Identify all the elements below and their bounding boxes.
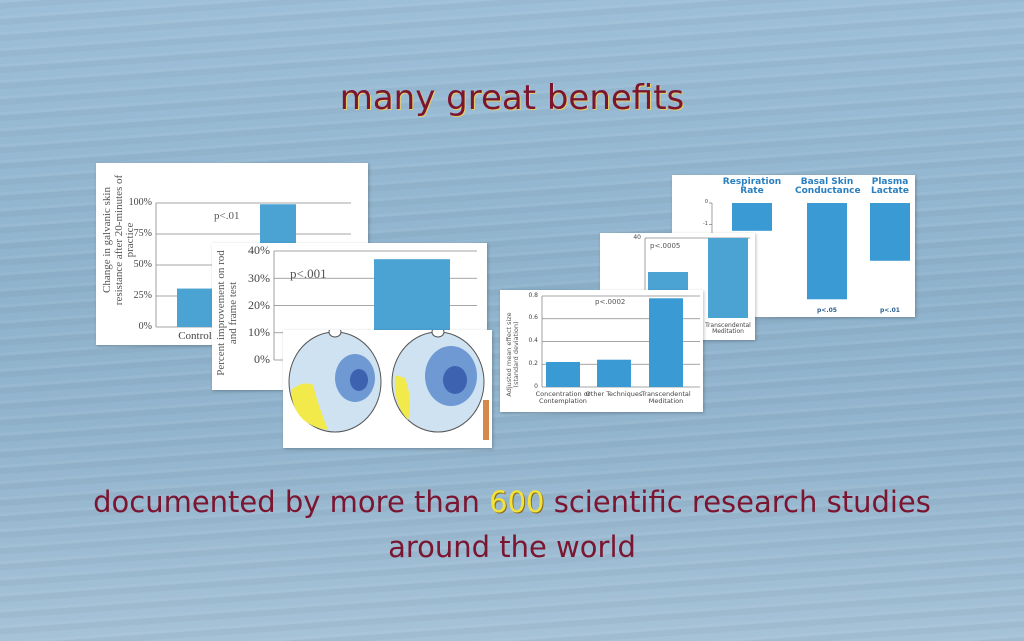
head-map xyxy=(288,330,382,433)
y-axis-label: Change in galvanic skin resistance after… xyxy=(101,174,137,306)
bar xyxy=(870,203,910,261)
bar-label: p<.05 xyxy=(817,307,837,314)
category-label: Control xyxy=(178,330,212,342)
footer-line: documented by more than 600 scientific r… xyxy=(0,485,1024,519)
bar xyxy=(732,203,772,231)
scale-bar xyxy=(483,400,489,440)
bar xyxy=(807,203,847,300)
category-label: Other Techniques xyxy=(585,390,643,398)
y-tick-label: 0% xyxy=(138,320,152,332)
category-label: Concentration or Contemplation xyxy=(535,390,591,405)
y-tick-label: 40% xyxy=(248,243,270,258)
y-tick-label: 25% xyxy=(133,289,152,301)
y-tick-label: 75% xyxy=(133,227,152,239)
category-label: Transcendental Meditation xyxy=(705,322,751,335)
category-label: Basal Skin Conductance xyxy=(795,177,861,196)
significance-note: p<.0002 xyxy=(595,298,626,306)
y-tick-label: 20% xyxy=(248,297,270,312)
footer-text: scientific research studies xyxy=(553,485,931,519)
y-tick-label: 0.4 xyxy=(528,337,538,345)
bar xyxy=(597,359,631,387)
y-tick-label: 0.2 xyxy=(528,359,538,367)
y-tick-label: 0% xyxy=(254,352,270,367)
bar-label: p<.01 xyxy=(880,307,900,314)
category-label: Plasma Lactate xyxy=(871,177,909,196)
y-tick-label: 0.6 xyxy=(528,314,538,322)
y-tick-label: 30% xyxy=(248,270,270,285)
footer-line: around the world xyxy=(388,530,636,564)
y-tick-label: -1 xyxy=(703,220,708,227)
head-map xyxy=(391,330,485,433)
y-tick-label: 50% xyxy=(133,258,152,270)
chart-plot xyxy=(709,202,910,311)
y-tick-label: 10% xyxy=(248,325,270,340)
bar xyxy=(177,288,213,327)
category-label: Transcendental Meditation xyxy=(641,390,691,405)
bar xyxy=(708,238,748,318)
chart-thumbnail: 0.8 0.6 0.4 0.2 0 Concentration or Contemplat… xyxy=(500,290,703,412)
significance-note: p<.001 xyxy=(290,266,327,281)
chart-plot xyxy=(541,295,700,388)
y-tick-label: 40 xyxy=(633,233,641,241)
slide-title: many great benefits xyxy=(339,78,685,118)
category-label: Respiration Rate xyxy=(722,177,782,196)
y-tick-label: 0 xyxy=(534,382,538,390)
brain-maps xyxy=(288,330,489,440)
significance-note: p<.01 xyxy=(214,210,240,222)
significance-note: p<.0005 xyxy=(650,242,681,250)
y-tick-label: 0.8 xyxy=(528,291,538,299)
y-tick-label: 100% xyxy=(128,196,152,208)
bar xyxy=(546,361,580,387)
y-tick-label: 0 xyxy=(704,199,708,206)
y-axis-label: Adjusted mean effect size (standard devi… xyxy=(505,312,520,397)
brain-map-thumbnail xyxy=(283,330,492,448)
highlight-number: 600 xyxy=(489,485,545,519)
footer-text: documented by more than xyxy=(93,485,480,519)
bar xyxy=(649,298,683,387)
y-axis-label: Percent improvement on rod and frame tes… xyxy=(215,250,239,376)
